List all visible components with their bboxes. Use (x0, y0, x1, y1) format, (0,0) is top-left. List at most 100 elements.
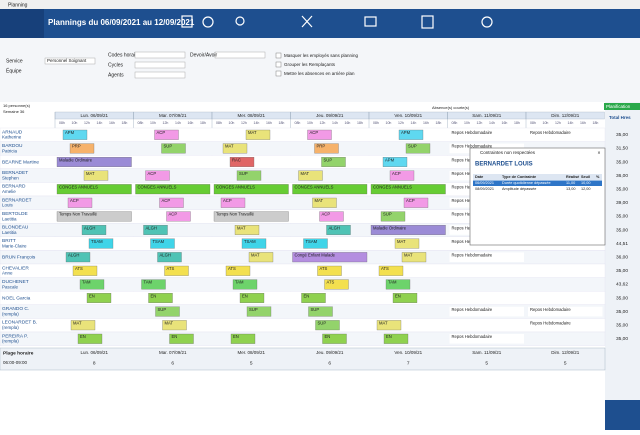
shift-block[interactable] (213, 211, 289, 222)
shift-block[interactable] (86, 293, 112, 303)
shift-block[interactable] (148, 293, 173, 303)
shift-block[interactable] (370, 225, 446, 235)
shift-block[interactable] (401, 252, 427, 263)
shift-block[interactable] (383, 333, 409, 344)
shift-block[interactable] (222, 143, 248, 154)
shift-block[interactable] (449, 252, 525, 262)
shift-block[interactable] (307, 129, 332, 140)
employee-name[interactable]: BERNARD (2, 184, 26, 190)
shift-block[interactable] (164, 265, 189, 276)
shift-block[interactable] (169, 333, 194, 344)
print-icon[interactable] (364, 16, 377, 27)
employee-name[interactable]: BERNADET (2, 170, 28, 176)
shift-block[interactable] (81, 225, 107, 235)
employee-name[interactable]: BRITT (2, 238, 16, 244)
people-icon[interactable] (235, 16, 245, 26)
shift-block[interactable] (141, 279, 166, 290)
employee-name[interactable]: BERNARDET (2, 197, 32, 203)
shift-block[interactable] (314, 143, 339, 154)
shift-block[interactable] (220, 197, 246, 208)
shift-block[interactable] (324, 279, 349, 290)
shift-block[interactable] (398, 129, 424, 140)
calendar-icon[interactable] (181, 15, 193, 28)
shift-block[interactable] (449, 130, 525, 140)
shift-block[interactable] (370, 184, 446, 195)
employee-name[interactable]: BEARNE Martine (2, 159, 39, 165)
shift-block[interactable] (83, 170, 109, 181)
save-icon[interactable] (421, 15, 434, 29)
shift-block[interactable] (449, 306, 525, 317)
shift-block[interactable] (56, 211, 132, 222)
shift-block[interactable] (157, 252, 182, 263)
shift-block[interactable] (449, 334, 525, 344)
shift-block[interactable] (380, 211, 406, 222)
shift-block[interactable] (528, 130, 603, 140)
power-icon[interactable] (481, 16, 493, 28)
shift-block[interactable] (229, 157, 255, 167)
employee-name[interactable]: BERTOLDE (2, 211, 28, 217)
shift-block[interactable] (162, 320, 187, 331)
shift-block[interactable] (326, 225, 351, 235)
employee-name[interactable]: NOEL Garcia (2, 295, 31, 301)
shift-block[interactable] (72, 265, 98, 276)
smile-icon[interactable] (202, 16, 214, 28)
employee-name[interactable]: BARDOU (2, 143, 23, 149)
checkbox[interactable] (275, 70, 282, 77)
shift-block[interactable] (382, 157, 408, 167)
employee-name[interactable]: GRANDO C. (2, 306, 29, 312)
employee-name[interactable]: PEREIRA P. (2, 333, 28, 339)
checkbox[interactable] (275, 52, 282, 59)
shift-block[interactable] (79, 279, 105, 290)
shift-block[interactable] (317, 265, 342, 276)
shift-block[interactable] (312, 197, 337, 208)
shift-block[interactable] (225, 265, 251, 276)
shift-block[interactable] (301, 293, 326, 303)
employee-name[interactable]: BLONDEAU (2, 224, 29, 230)
employee-name[interactable]: BRUN François (2, 254, 36, 260)
shift-block[interactable] (241, 238, 267, 249)
shift-block[interactable] (376, 320, 402, 331)
shift-block[interactable] (239, 293, 265, 303)
shift-block[interactable] (236, 170, 262, 181)
shift-block[interactable] (248, 252, 274, 263)
shift-block[interactable] (155, 306, 180, 317)
shift-block[interactable] (230, 333, 256, 344)
shift-block[interactable] (322, 333, 347, 344)
shift-block[interactable] (56, 157, 132, 167)
shift-block[interactable] (389, 170, 415, 181)
employee-name[interactable]: LEONARDET B. (2, 320, 37, 326)
shift-block[interactable] (315, 320, 340, 331)
shift-block[interactable] (213, 184, 289, 195)
shift-block[interactable] (394, 238, 420, 249)
shift-block[interactable] (166, 211, 191, 222)
shift-block[interactable] (292, 252, 368, 263)
shift-block[interactable] (70, 320, 96, 331)
shift-block[interactable] (77, 333, 103, 344)
shift-block[interactable] (150, 238, 175, 249)
shift-block[interactable] (308, 306, 333, 317)
shift-block[interactable] (67, 197, 93, 208)
shift-block[interactable] (154, 129, 179, 140)
shift-block[interactable] (88, 238, 114, 249)
shift-block[interactable] (135, 184, 211, 195)
shift-block[interactable] (319, 211, 344, 222)
employee-name[interactable]: DUCHENET (2, 279, 29, 285)
shift-block[interactable] (298, 170, 323, 181)
shift-block[interactable] (65, 252, 91, 263)
shift-block[interactable] (292, 184, 368, 195)
shift-block[interactable] (246, 306, 272, 317)
shift-block[interactable] (56, 184, 132, 195)
shift-block[interactable] (403, 197, 429, 208)
shift-block[interactable] (385, 279, 411, 290)
shift-block[interactable] (378, 265, 404, 276)
shift-block[interactable] (528, 320, 603, 330)
checkbox[interactable] (275, 61, 282, 68)
shift-block[interactable] (245, 129, 271, 140)
shift-block[interactable] (159, 197, 184, 208)
shift-block[interactable] (392, 293, 418, 303)
shift-block[interactable] (321, 157, 346, 167)
shift-block[interactable] (303, 238, 328, 249)
shift-block[interactable] (234, 225, 260, 235)
shift-block[interactable] (62, 129, 88, 140)
tools-icon[interactable] (301, 15, 313, 28)
